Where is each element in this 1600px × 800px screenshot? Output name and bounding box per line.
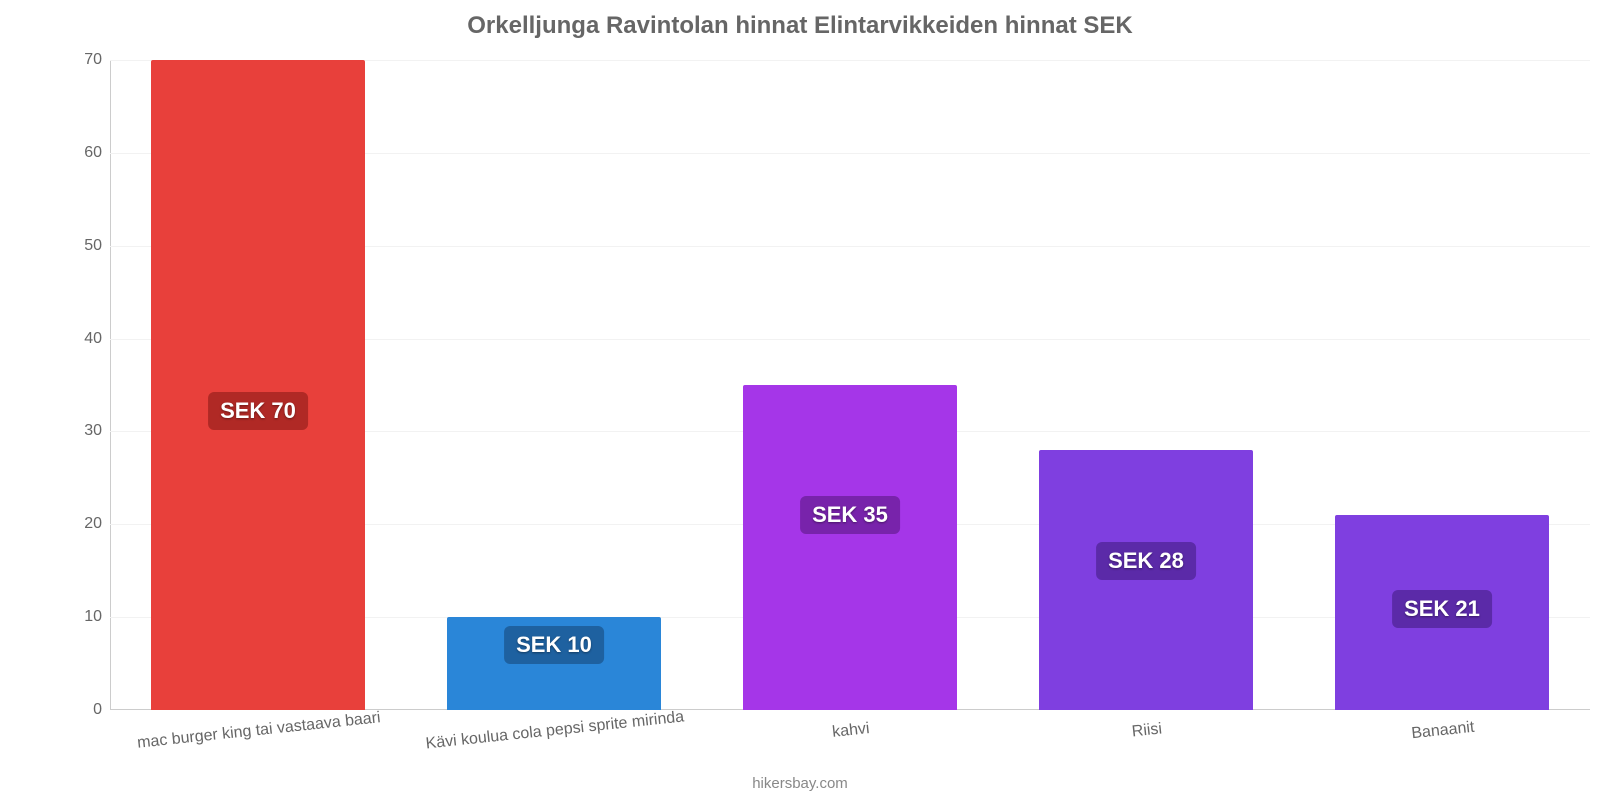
x-tick-label: Kävi koulua cola pepsi sprite mirinda (425, 708, 685, 753)
y-tick-label: 0 (62, 701, 102, 719)
y-tick-label: 60 (62, 144, 102, 162)
bar (151, 60, 364, 710)
bar (1039, 450, 1252, 710)
x-tick-label: kahvi (831, 720, 870, 742)
bar-value-label: SEK 10 (504, 626, 604, 664)
x-tick-label: mac burger king tai vastaava baari (136, 709, 381, 752)
y-tick-label: 40 (62, 330, 102, 348)
x-tick-label: Riisi (1131, 720, 1163, 741)
y-tick-label: 30 (62, 422, 102, 440)
bar-value-label: SEK 21 (1392, 590, 1492, 628)
bar-value-label: SEK 70 (208, 392, 308, 430)
credit-text: hikersbay.com (0, 775, 1600, 792)
y-tick-label: 70 (62, 51, 102, 69)
y-axis-line (110, 60, 111, 710)
y-tick-label: 10 (62, 608, 102, 626)
y-tick-label: 50 (62, 237, 102, 255)
chart-title: Orkelljunga Ravintolan hinnat Elintarvik… (0, 12, 1600, 40)
plot-area: 010203040506070SEK 70mac burger king tai… (110, 60, 1590, 710)
x-tick-label: Banaanit (1411, 719, 1476, 744)
bar-value-label: SEK 35 (800, 496, 900, 534)
price-bar-chart: Orkelljunga Ravintolan hinnat Elintarvik… (0, 0, 1600, 800)
bar (743, 385, 956, 710)
y-tick-label: 20 (62, 515, 102, 533)
bar-value-label: SEK 28 (1096, 542, 1196, 580)
